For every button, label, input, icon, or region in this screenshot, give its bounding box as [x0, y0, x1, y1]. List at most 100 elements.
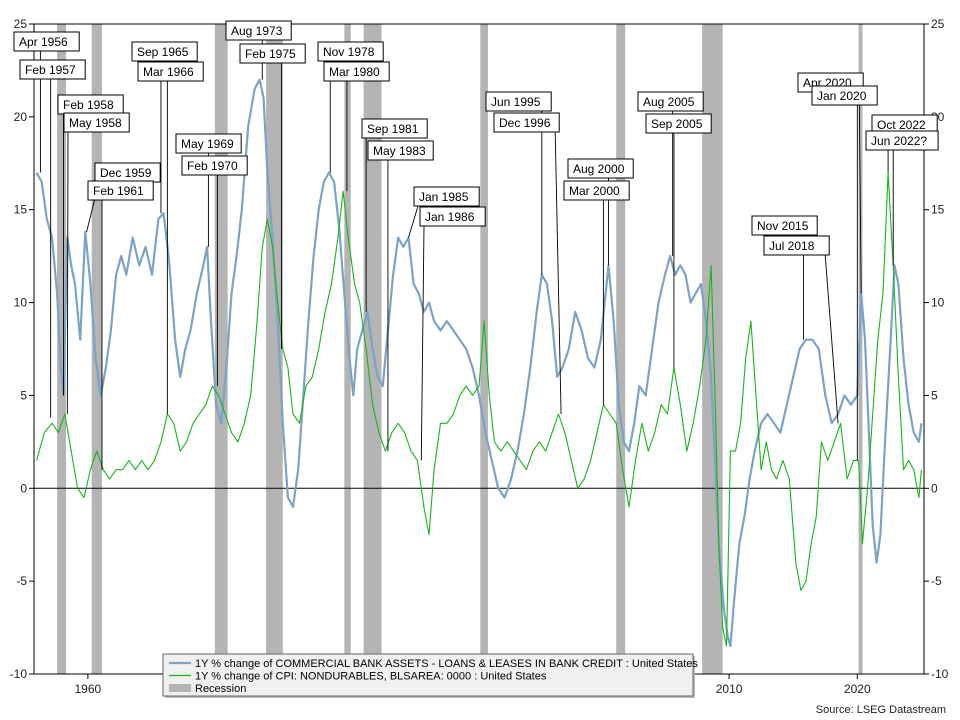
- annotation-label: Mar 1966: [143, 65, 194, 79]
- y-axis-left: -10 -5 0 5 10 15 20 25: [10, 17, 34, 681]
- x-tick-label: 1960: [75, 682, 102, 696]
- annotation-box: [493, 112, 560, 133]
- annotation-box: [751, 215, 818, 236]
- legend-label: 1Y % change of CPI: NONDURABLES, BLSAREA…: [195, 671, 547, 683]
- y-tick-label-left: 25: [14, 17, 28, 31]
- annotation-label: Jan 1985: [419, 190, 469, 204]
- annotation-label: Sep 2005: [651, 117, 703, 131]
- annotation-label: Aug 2000: [573, 162, 625, 176]
- annotation-label: Jul 2018: [769, 239, 815, 253]
- annotation-label: Apr 1956: [19, 35, 68, 49]
- series-line-cpi-nondurables: [36, 172, 922, 647]
- y-tick-label-right: 15: [931, 203, 945, 217]
- recession-band: [91, 24, 102, 674]
- annotation-box: [645, 113, 712, 134]
- annotation-box: [137, 61, 204, 82]
- annotation-label: Nov 1978: [323, 45, 375, 59]
- annotation-box: [175, 133, 242, 154]
- annotation-box: [131, 41, 198, 62]
- annotation-label: Feb 1958: [63, 98, 114, 112]
- annotation-box: [323, 61, 390, 82]
- x-tick-label: 2020: [844, 682, 871, 696]
- annotation-label: Sep 1981: [367, 122, 419, 136]
- recession-band: [214, 24, 228, 674]
- annotation-label: May 1958: [69, 116, 122, 130]
- annotation-label: Feb 1975: [245, 47, 296, 61]
- annotation-box: [485, 91, 552, 112]
- annotation-box: [63, 112, 130, 133]
- annotation-label: Aug 1973: [231, 24, 283, 38]
- annotation-box: [567, 158, 634, 179]
- annotation-label: Oct 2022: [877, 118, 926, 132]
- annotation-box: [865, 130, 939, 151]
- annotation-box: [225, 20, 292, 41]
- y-tick-label-left: 10: [14, 296, 28, 310]
- annotation-label: Jan 2020: [817, 89, 867, 103]
- y-tick-label-right: 0: [931, 481, 938, 495]
- recession-bands: [57, 24, 863, 674]
- y-tick-label-right: 25: [931, 17, 945, 31]
- annotation-box: [419, 206, 486, 227]
- annotation-label: May 1983: [373, 144, 426, 158]
- recession-band: [57, 24, 67, 674]
- y-tick-label-left: 20: [14, 110, 28, 124]
- annotation-leader: [858, 91, 862, 294]
- annotation-label: May 1969: [181, 137, 234, 151]
- legend: 1Y % change of COMMERCIAL BANK ASSETS - …: [162, 653, 698, 698]
- annotation-label: Mar 1980: [329, 65, 380, 79]
- y-tick-label-left: 15: [14, 203, 28, 217]
- annotation-box: [763, 235, 830, 256]
- annotation-label: Sep 1965: [137, 45, 189, 59]
- legend-box: [162, 653, 694, 697]
- annotation-label: Jan 1986: [425, 210, 475, 224]
- annotation-box: [367, 140, 434, 161]
- annotation-box: [19, 59, 86, 80]
- annotation-label: Jun 1995: [491, 95, 541, 109]
- y-tick-label-right: -10: [931, 667, 949, 681]
- source-note: Source: LSEG Datastream: [815, 704, 946, 716]
- annotation-leader: [408, 205, 419, 238]
- annotation-box: [563, 180, 630, 201]
- y-tick-label-left: 0: [20, 481, 27, 495]
- legend-label: Recession: [195, 683, 246, 695]
- annotation-box: [239, 43, 306, 64]
- annotation-label: Aug 2005: [643, 95, 695, 109]
- annotation-box: [811, 85, 878, 106]
- recession-band: [344, 24, 351, 674]
- annotation-label: Feb 1970: [187, 159, 238, 173]
- y-tick-label-left: -10: [10, 667, 28, 681]
- annotation-box: [13, 31, 80, 52]
- recession-band: [858, 24, 863, 674]
- series-lines: [35, 78, 923, 648]
- annotation-label: Jun 2022?: [871, 134, 927, 148]
- annotation-leader: [66, 131, 69, 415]
- annotation-leader: [554, 131, 562, 415]
- annotation-label: Feb 1957: [25, 63, 76, 77]
- recession-band: [480, 24, 488, 674]
- annotation-box: [413, 186, 480, 207]
- series-line-bank-loans: [35, 78, 923, 648]
- annotation-label: Feb 1961: [93, 184, 144, 198]
- annotation-label: Nov 2015: [757, 219, 809, 233]
- annotation-box: [361, 118, 428, 139]
- y-tick-label-right: -5: [931, 574, 942, 588]
- y-tick-label-left: 5: [20, 388, 27, 402]
- annotation-label: Mar 2000: [569, 184, 620, 198]
- y-tick-label-right: 5: [931, 388, 938, 402]
- legend-label: 1Y % change of COMMERCIAL BANK ASSETS - …: [195, 658, 698, 670]
- annotations: Apr 1956 Feb 1957 Feb 1958 May 1958 Dec 1959…: [13, 20, 939, 470]
- annotation-leader: [824, 254, 839, 424]
- x-tick-label: 2010: [716, 682, 743, 696]
- annotation-label: Dec 1996: [499, 116, 551, 130]
- recession-band: [266, 24, 283, 674]
- recession-band: [616, 24, 626, 674]
- annotation-box: [637, 91, 704, 112]
- legend-swatch: [169, 684, 191, 692]
- annotation-box: [87, 180, 154, 201]
- annotation-box: [317, 41, 384, 62]
- annotation-box: [181, 155, 248, 176]
- y-tick-label-left: -5: [16, 574, 27, 588]
- y-tick-label-right: 10: [931, 296, 945, 310]
- annotation-leader: [420, 225, 425, 461]
